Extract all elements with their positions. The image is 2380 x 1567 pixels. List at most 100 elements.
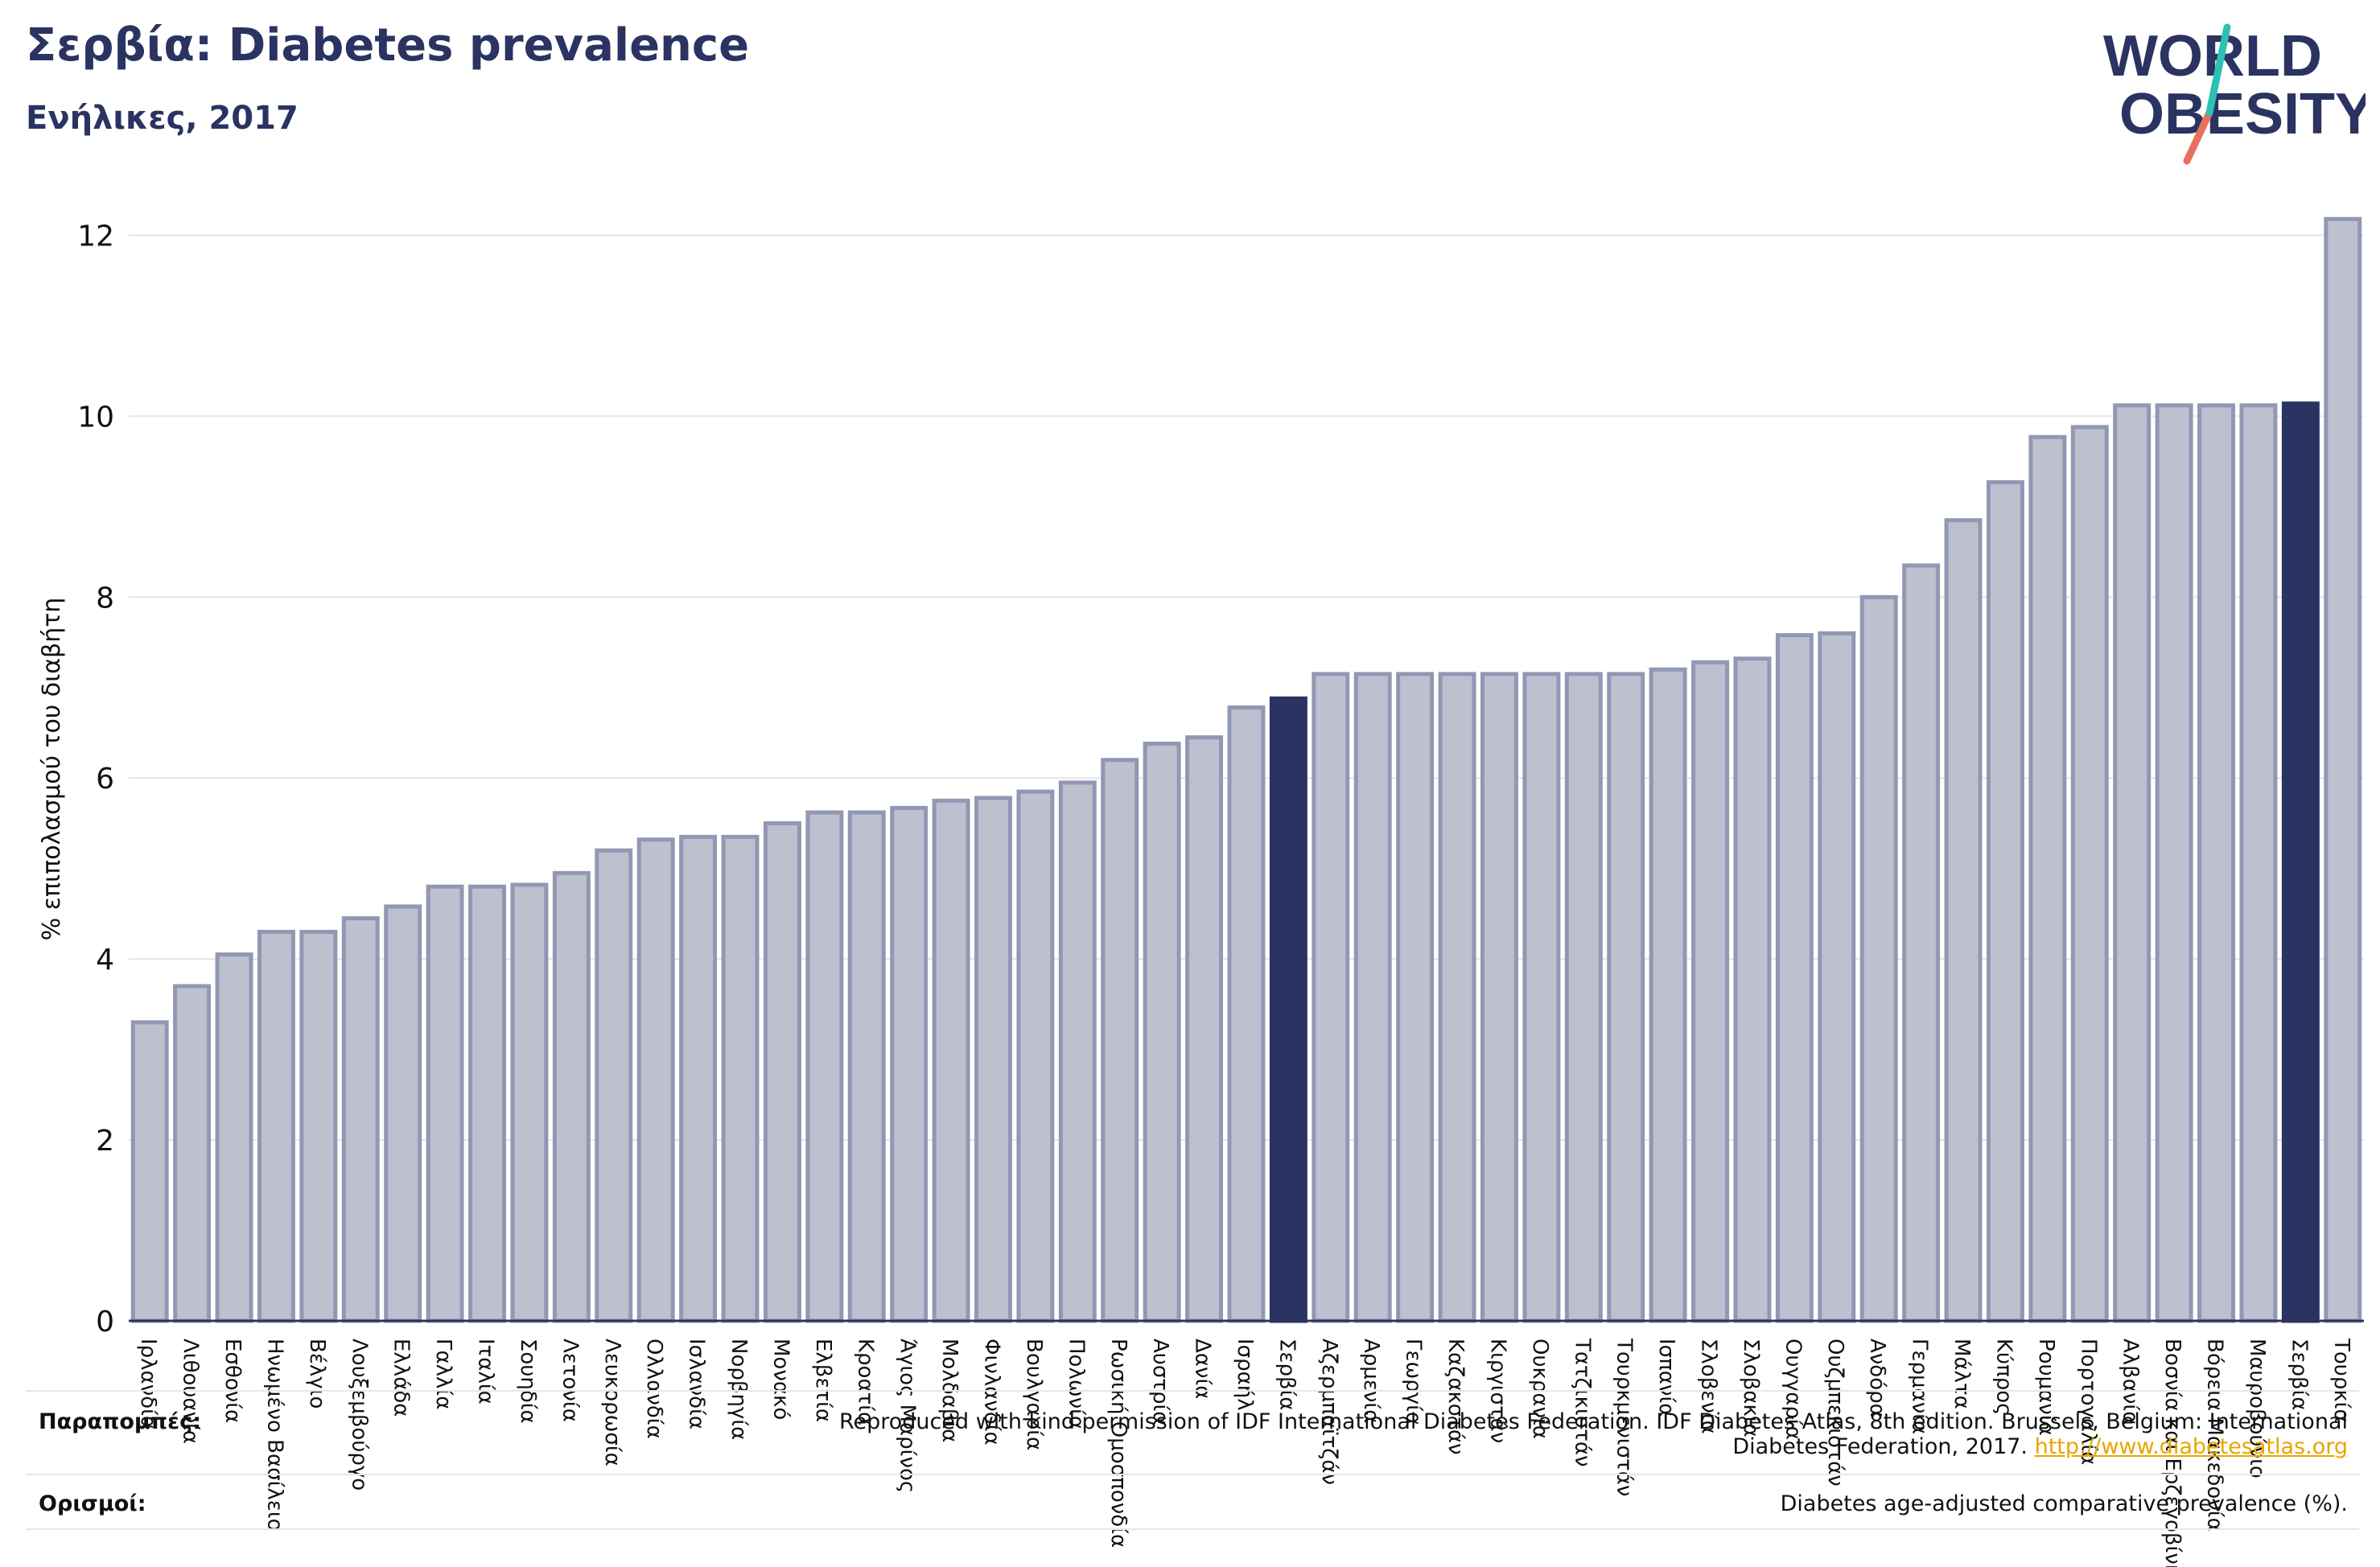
x-tick-label: Βουλγαρία xyxy=(1022,1339,1046,1450)
x-tick-label: Τουρκία xyxy=(2329,1338,2353,1423)
bar xyxy=(1480,672,1518,1323)
x-tick-label: Ιταλία xyxy=(474,1339,498,1405)
x-tick-label: Ισπανία xyxy=(1654,1339,1678,1417)
x-tick-label: Εσθονία xyxy=(220,1339,245,1423)
x-tick-label: Καζακστάν xyxy=(1443,1339,1468,1455)
x-tick-label: Ελβετία xyxy=(811,1339,835,1422)
world-obesity-logo: WORLD OBESITY xyxy=(2103,23,2366,165)
bar-highlighted xyxy=(2281,401,2320,1323)
bar xyxy=(847,810,886,1323)
x-tick-label: Ισλανδία xyxy=(685,1339,709,1429)
x-tick-label: Κύπρος xyxy=(1991,1339,2016,1415)
bar xyxy=(1607,672,1645,1323)
footer-divider-middle xyxy=(26,1474,2359,1475)
x-tick-label: Μαυροβούνιο xyxy=(2245,1339,2269,1479)
bar xyxy=(130,1020,169,1323)
x-tick-label: Ρουμανία xyxy=(2034,1339,2058,1436)
x-tick-label: Σουηδία xyxy=(516,1339,540,1424)
bar xyxy=(2197,403,2236,1323)
sources-link[interactable]: http://www.diabetesatlas.org xyxy=(2034,1434,2348,1459)
bar xyxy=(1733,656,1772,1323)
bar xyxy=(552,870,591,1323)
bar xyxy=(510,882,549,1323)
x-tick-label: Άγιος Μαρίνος xyxy=(896,1339,920,1493)
bar xyxy=(1143,742,1181,1323)
bar xyxy=(1185,735,1224,1323)
bar xyxy=(2324,216,2362,1323)
footer-divider-bottom xyxy=(26,1528,2359,1530)
footer-divider-top xyxy=(26,1390,2359,1392)
x-tick-label: Λουξεμβούργο xyxy=(347,1339,371,1491)
bar xyxy=(1311,672,1350,1323)
y-tick-label: 0 xyxy=(96,1306,114,1339)
bar xyxy=(384,904,422,1323)
x-tick-label: Μάλτα xyxy=(1950,1339,1974,1409)
bar xyxy=(1775,633,1814,1323)
bar xyxy=(299,929,338,1323)
x-tick-label: Ουζμπεκιστάν xyxy=(1823,1339,1847,1487)
bar xyxy=(763,821,801,1323)
bar xyxy=(636,837,675,1323)
x-tick-label: Ιρλανδία xyxy=(136,1339,160,1429)
bar xyxy=(1944,518,1983,1323)
bar xyxy=(890,805,929,1323)
bar xyxy=(1902,563,1941,1323)
sources-text-line2: Diabetes Federation, 2017. xyxy=(1732,1434,2028,1459)
x-tick-label: Αζερμπαϊτζάν xyxy=(1317,1339,1341,1485)
y-axis-label: % επιπολασμού του διαβήτη xyxy=(38,598,66,941)
sources-text-line1: Reproduced with kind permission of IDF I… xyxy=(838,1409,2348,1434)
bar xyxy=(1353,672,1392,1323)
x-tick-label: Αλβανία xyxy=(2119,1339,2143,1425)
x-tick-label: Γεωργία xyxy=(1402,1339,1426,1425)
y-tick-label: 4 xyxy=(96,944,114,977)
x-tick-label: Πορτογαλία xyxy=(2076,1339,2100,1465)
bar xyxy=(1522,672,1561,1323)
x-tick-label: Γαλλία xyxy=(431,1339,455,1409)
bar xyxy=(721,834,760,1323)
bar xyxy=(2070,425,2109,1323)
y-tick-label: 6 xyxy=(96,763,114,796)
x-tick-label: Αυστρία xyxy=(1148,1339,1172,1425)
x-tick-label: Τατζικιστάν xyxy=(1570,1338,1594,1467)
bar xyxy=(2028,434,2067,1323)
x-tick-label: Βόρεια Μακεδονία xyxy=(2203,1339,2227,1532)
bar xyxy=(1859,594,1898,1323)
y-tick-label: 2 xyxy=(96,1125,114,1158)
x-tick-label: Φινλανδία xyxy=(980,1339,1004,1446)
bar xyxy=(1227,705,1266,1323)
sources-label: Παραπομπές: xyxy=(39,1409,201,1434)
bar xyxy=(1818,631,1856,1323)
x-tick-label: Σερβία xyxy=(2287,1339,2311,1411)
x-tick-label: Ουγγαρία xyxy=(1781,1339,1805,1440)
y-tick-label: 12 xyxy=(77,220,114,253)
x-tick-label: Πολωνία xyxy=(1064,1339,1088,1429)
x-tick-label: Σλοβενία xyxy=(1697,1339,1721,1434)
bar xyxy=(468,884,506,1323)
bar-highlighted xyxy=(1269,696,1307,1323)
bar xyxy=(1691,660,1730,1323)
bar xyxy=(1016,789,1055,1323)
logo-word-world: WORLD xyxy=(2103,24,2322,88)
bar xyxy=(1396,672,1435,1323)
bar xyxy=(2239,403,2278,1323)
x-tick-label: Σλοβακία xyxy=(1739,1339,1763,1437)
bar xyxy=(679,834,718,1323)
bar xyxy=(595,848,633,1323)
x-tick-label: Ρωσική Ομοσπονδία xyxy=(1106,1339,1130,1548)
y-tick-label: 10 xyxy=(77,401,114,434)
bar xyxy=(1058,780,1097,1323)
bar xyxy=(215,952,253,1323)
x-tick-label: Μονακό xyxy=(768,1339,793,1420)
x-tick-label: Κροατία xyxy=(853,1339,877,1425)
x-tick-label: Δανία xyxy=(1191,1339,1215,1399)
bar xyxy=(932,798,970,1323)
bar xyxy=(1987,480,2024,1323)
y-tick-label: 8 xyxy=(96,582,114,615)
x-tick-label: Λετονία xyxy=(558,1339,582,1422)
x-tick-label: Ηνωμένο Βασίλειο xyxy=(262,1339,286,1532)
bar xyxy=(2113,403,2151,1323)
x-tick-label: Ελλάδα xyxy=(389,1339,414,1417)
bar xyxy=(805,810,844,1323)
definitions-text: Diabetes age-adjusted comparative preval… xyxy=(1780,1491,2348,1516)
sources-text: Reproduced with kind permission of IDF I… xyxy=(839,1409,2348,1459)
